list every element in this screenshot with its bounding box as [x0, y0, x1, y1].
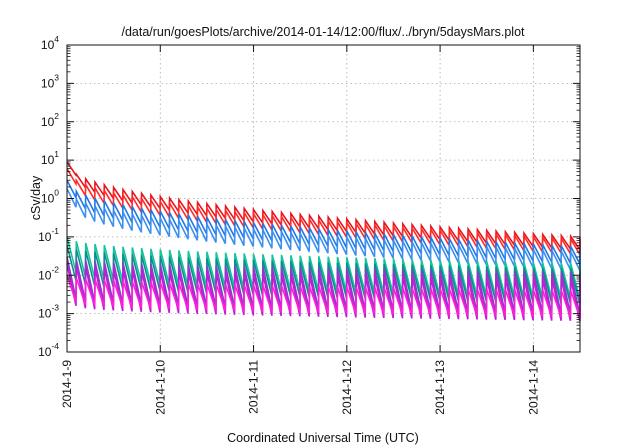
series-line: [66, 275, 581, 318]
y-tick-label: 10-3: [38, 303, 59, 321]
tick-layer: [66, 44, 580, 353]
series-line: [66, 188, 581, 271]
x-tick-label: 2014-1-11: [247, 360, 261, 414]
chart-title: /data/run/goesPlots/archive/2014-01-14/1…: [121, 25, 525, 39]
x-axis-label: Coordinated Universal Time (UTC): [227, 431, 419, 445]
y-tick-label: 102: [41, 111, 59, 129]
label-layer: 10-4 10-3 10-2 10-1 100 101 102 103 104 2014-1-9 2…: [38, 34, 540, 415]
series-line: [66, 168, 581, 258]
y-tick-label: 100: [41, 188, 59, 206]
y-tick-label: 104: [41, 34, 59, 52]
y-tick-label: 101: [41, 149, 59, 167]
x-tick-label: 2014-1-13: [433, 360, 447, 415]
x-tick-label: 2014-1-12: [340, 360, 354, 415]
x-tick-label: 2014-1-9: [60, 360, 74, 408]
x-tick-label: 2014-1-10: [153, 360, 167, 415]
y-tick-label: 10-1: [38, 226, 59, 244]
series-layer: [66, 161, 581, 322]
y-tick-label: 10-4: [38, 341, 59, 359]
y-tick-label: 10-2: [38, 264, 59, 282]
x-tick-label: 2014-1-14: [526, 360, 540, 415]
y-tick-label: 103: [41, 72, 59, 90]
y-axis-label: cSv/day: [29, 175, 43, 220]
